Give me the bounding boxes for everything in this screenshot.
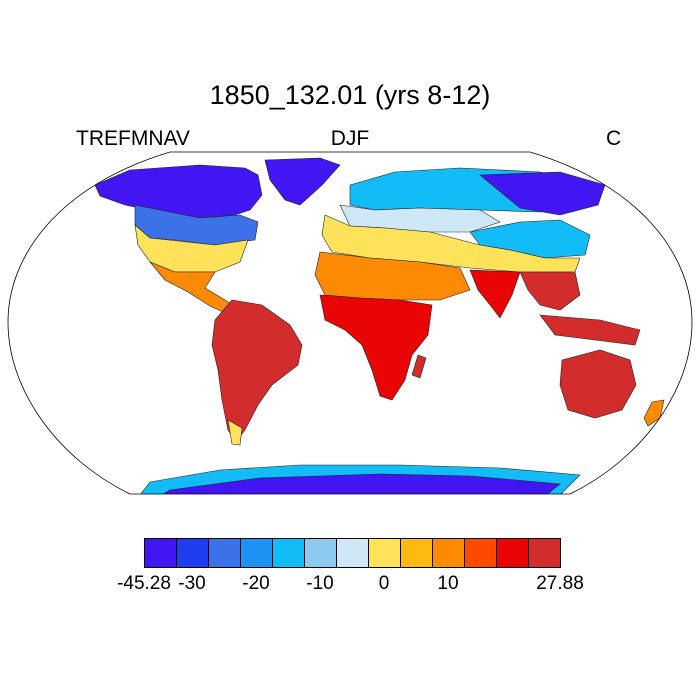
colorbar-cell [368,538,401,568]
colorbar-cell [336,538,369,568]
colorbar-tick-label: -10 [306,573,334,594]
antarctica-interior [158,473,561,494]
colorbar-cell [272,538,305,568]
colorbar-tick-label: -20 [242,573,270,594]
colorbar-cell [464,538,497,568]
south-america [211,299,303,443]
colorbar-cell [208,538,241,568]
new-zealand [643,399,665,427]
europe-asia-temperate [321,214,581,273]
colorbar [144,538,561,568]
colorbar-cell [144,538,177,568]
colorbar-tick-label: 10 [437,573,459,594]
southeast-asia [519,271,581,311]
colorbar-cell [528,538,561,568]
variable-label: TREFMNAV [76,127,190,150]
north-africa-middle-east [314,251,471,301]
africa [319,294,433,401]
colorbar-cell [304,538,337,568]
colorbar-cell [240,538,273,568]
plot-title: 1850_132.01 (yrs 8-12) [209,80,491,110]
colorbar-tick-label: -45.28 [117,573,171,594]
colorbar-tick-label: 27.88 [536,573,584,594]
madagascar [411,354,427,379]
indonesia [539,314,641,346]
south-america-tip [227,419,243,446]
units-label: C [606,127,622,150]
colorbar-tick-label: 0 [378,573,390,594]
north-america-arctic [94,164,263,219]
globe-outline [7,151,693,495]
greenland [264,157,341,206]
season-label: DJF [330,127,370,150]
colorbar-tick-label: -30 [178,573,206,594]
siberia-cold [479,171,606,216]
australia [559,349,637,419]
north-america-temperate [134,224,249,273]
colorbar-cell [496,538,529,568]
colorbar-cell [176,538,209,568]
colorbar-cell [432,538,465,568]
india [469,269,521,319]
colorbar-cell [400,538,433,568]
